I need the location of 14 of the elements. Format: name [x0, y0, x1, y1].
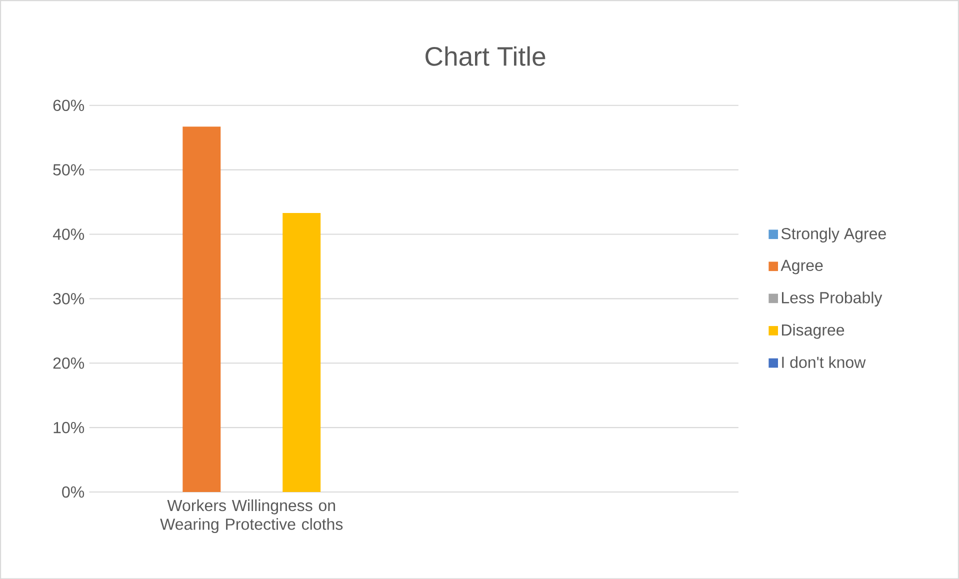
y-tick-label: 60%: [53, 100, 84, 111]
y-tick-label: 10%: [54, 422, 84, 434]
y-tick-label: 40%: [52, 228, 84, 240]
legend-label: Disagree: [782, 324, 844, 339]
legend-label: Strongly Agree: [781, 227, 886, 242]
chart-title: Chart Title: [426, 46, 546, 66]
legend-label: Less Probably: [782, 291, 882, 306]
legend-label: I don't know: [782, 356, 866, 368]
y-tick-label: 0%: [62, 486, 84, 498]
legend-label: Agree: [780, 260, 823, 274]
y-tick-label: 50%: [53, 164, 84, 176]
y-tick-label: 20%: [53, 357, 84, 369]
y-tick-label: 30%: [53, 292, 84, 304]
x-tick-label: Workers Willingness on Wearing Protective cloths: [160, 499, 343, 533]
